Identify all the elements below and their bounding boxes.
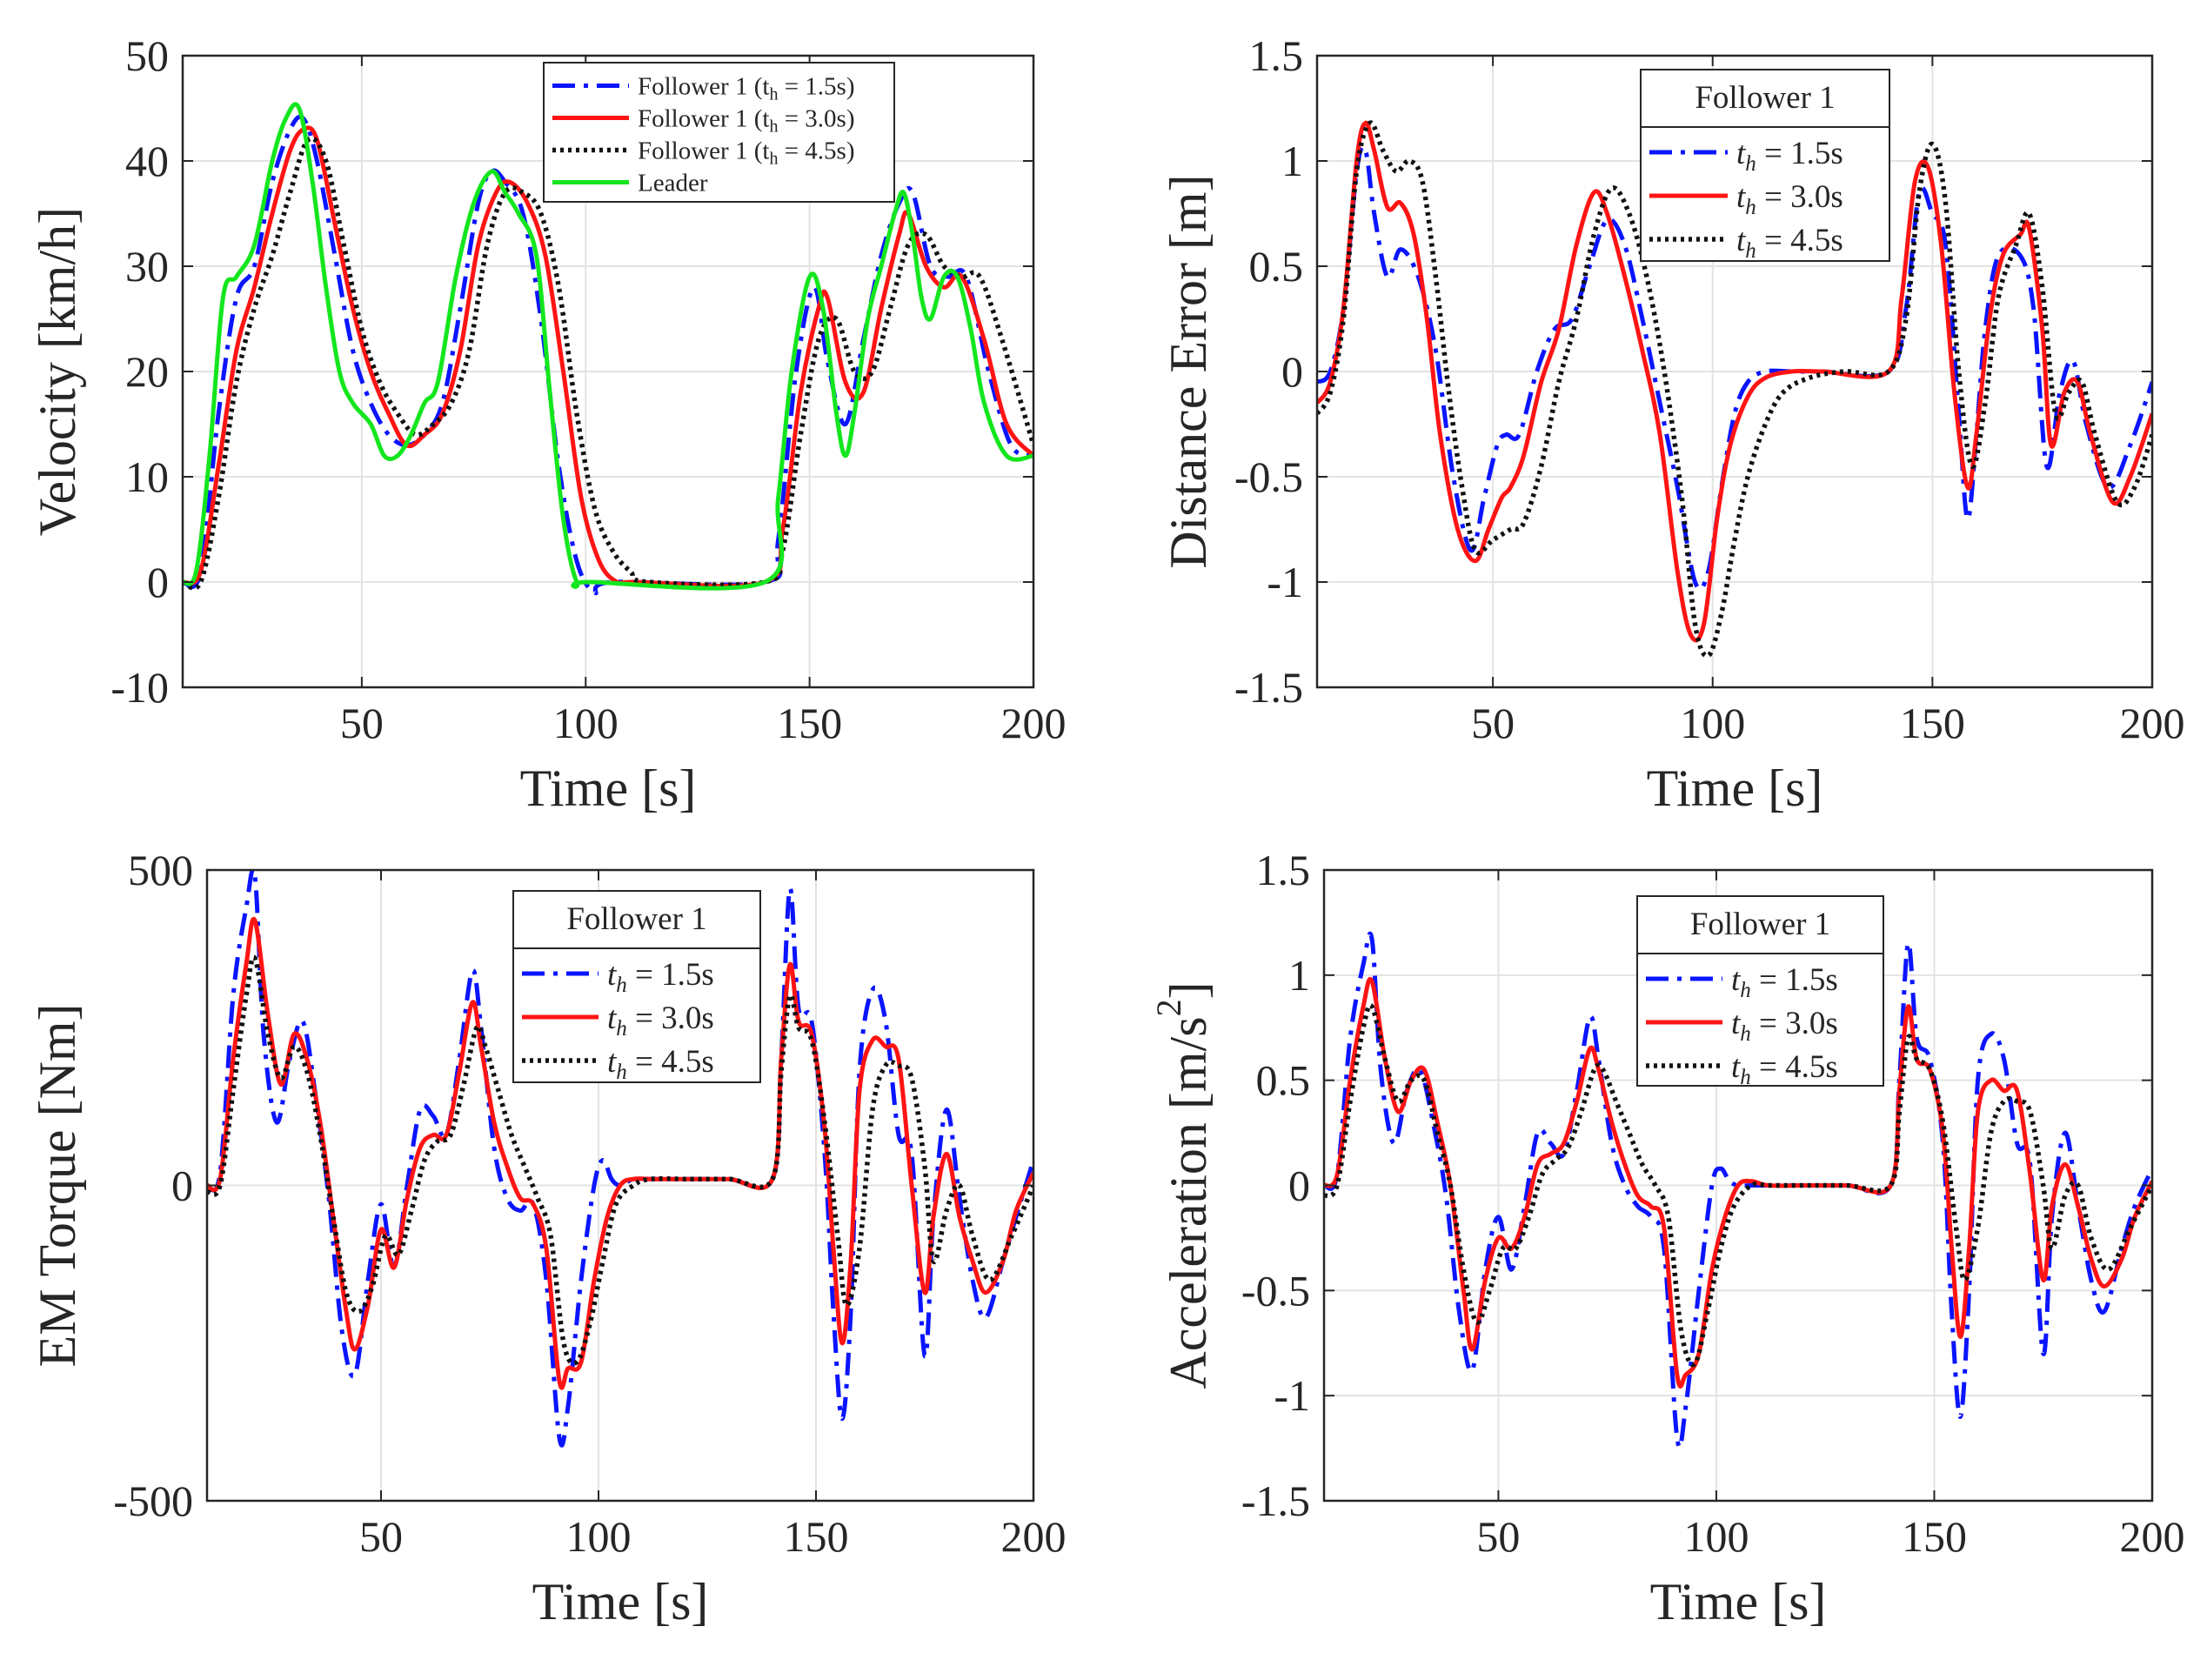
legend-label: th = 3.0s <box>1736 179 1843 219</box>
y-tick-label: 1 <box>1281 137 1303 185</box>
chart-acceleration: 50 100 150 200 -1.5 -1 -0.5 0 0.5 1 1.5 Time [s] Acc… <box>1149 846 2184 1630</box>
legend-box <box>512 890 761 1083</box>
x-tick-label: 100 <box>1683 1512 1749 1561</box>
legend-label: Follower 1 (th = 1.5s) <box>638 73 855 104</box>
y-tick-label: 0 <box>1281 347 1303 396</box>
y-tick-label: 0 <box>171 1161 193 1210</box>
y-tick-label: 50 <box>125 31 169 80</box>
legend-title: Follower 1 <box>1690 907 1830 942</box>
chart-velocity: 50 100 150 200 -10 0 10 20 30 40 50 Time [s] Velocit… <box>29 31 1067 817</box>
x-tick-label: 150 <box>1900 699 1965 747</box>
y-axis-label: Distance Error [m] <box>1160 174 1217 568</box>
x-tick-label: 150 <box>1902 1512 1967 1561</box>
y-tick-label: 30 <box>125 242 169 291</box>
series-line-th30 <box>183 125 1033 588</box>
x-tick-label: 200 <box>2120 1512 2185 1561</box>
y-tick-label: 500 <box>128 846 193 894</box>
legend-label: Follower 1 (th = 4.5s) <box>638 137 855 169</box>
y-tick-label: 0.5 <box>1249 242 1304 291</box>
x-tick-label: 50 <box>340 699 384 747</box>
series-line-th30 <box>1317 120 2152 643</box>
x-tick-label: 50 <box>359 1512 403 1561</box>
y-tick-label: 1.5 <box>1249 31 1304 80</box>
y-tick-label: -1 <box>1274 1371 1310 1420</box>
y-tick-label: 20 <box>125 347 169 396</box>
y-tick-label: -10 <box>110 663 169 712</box>
series-group <box>1317 120 2152 659</box>
y-tick-label: -1 <box>1267 558 1303 606</box>
x-tick-label: 100 <box>553 699 619 747</box>
y-tick-label: -500 <box>113 1476 193 1525</box>
legend-box <box>1640 69 1890 262</box>
x-tick-label: 100 <box>1680 699 1745 747</box>
series-line-th45 <box>183 136 1033 591</box>
y-tick-label: 0 <box>147 558 169 606</box>
legend-label: th = 1.5s <box>1736 136 1843 176</box>
x-tick-label: 150 <box>777 699 842 747</box>
x-axis-label: Time [s] <box>532 1573 709 1630</box>
y-tick-label: 1 <box>1288 951 1310 1000</box>
legend-label: th = 3.0s <box>1731 1006 1838 1046</box>
series-line-th15 <box>1324 931 2152 1449</box>
series-group <box>183 102 1033 596</box>
x-tick-label: 50 <box>1471 699 1515 747</box>
chart-distance-error: 50 100 150 200 -1.5 -1 -0.5 0 0.5 1 1.5 Time [s] Dis… <box>1160 31 2185 817</box>
legend-label: th = 4.5s <box>1736 223 1843 263</box>
x-tick-label: 200 <box>1001 699 1067 747</box>
legend-title: Follower 1 <box>1695 80 1835 116</box>
series-group <box>207 870 1033 1448</box>
series-line-th15 <box>207 870 1033 1448</box>
chart-em-torque: 50 100 150 200 -500 0 500 Time [s] EM Torque [Nm… <box>29 846 1067 1630</box>
series-group <box>1324 931 2152 1449</box>
y-tick-label: 0.5 <box>1256 1056 1311 1105</box>
y-axis-label: EM Torque [Nm] <box>29 1004 86 1368</box>
legend: Follower 1 (th = 1.5s)Follower 1 (th = 3… <box>543 62 895 203</box>
series-line-th45 <box>207 954 1033 1366</box>
y-tick-label: -0.5 <box>1241 1266 1310 1315</box>
y-axis-label: Acceleration [m/s2] <box>1149 981 1217 1389</box>
y-tick-label: 1.5 <box>1256 846 1311 894</box>
legend-title: Follower 1 <box>566 901 706 937</box>
y-tick-label: -0.5 <box>1234 452 1303 501</box>
x-axis-label: Time [s] <box>1650 1573 1827 1630</box>
y-tick-label: -1.5 <box>1234 663 1303 712</box>
legend-box <box>1636 895 1884 1087</box>
series-line-leader <box>183 102 1033 591</box>
y-tick-label: 0 <box>1288 1161 1310 1210</box>
legend-label: th = 4.5s <box>607 1044 714 1084</box>
legend-label: th = 4.5s <box>1731 1049 1838 1089</box>
x-axis-label: Time [s] <box>520 760 697 817</box>
y-tick-label: 40 <box>125 137 169 185</box>
x-tick-label: 200 <box>2120 699 2185 747</box>
y-tick-label: -1.5 <box>1241 1476 1310 1525</box>
y-axis-label: Velocity [km/h] <box>29 207 86 536</box>
y-tick-label: 10 <box>125 452 169 501</box>
x-tick-label: 150 <box>784 1512 849 1561</box>
legend-label: th = 1.5s <box>1731 962 1838 1002</box>
series-line-th45 <box>1324 1002 2152 1368</box>
legend-label: Leader <box>638 170 708 197</box>
legend-label: th = 1.5s <box>607 957 714 997</box>
x-tick-label: 200 <box>1001 1512 1067 1561</box>
x-tick-label: 50 <box>1476 1512 1520 1561</box>
legend-label: th = 3.0s <box>607 1001 714 1041</box>
x-axis-label: Time [s] <box>1647 760 1823 817</box>
x-tick-label: 100 <box>566 1512 632 1561</box>
series-line-th45 <box>1317 120 2152 659</box>
legend-label: Follower 1 (th = 3.0s) <box>638 105 855 137</box>
